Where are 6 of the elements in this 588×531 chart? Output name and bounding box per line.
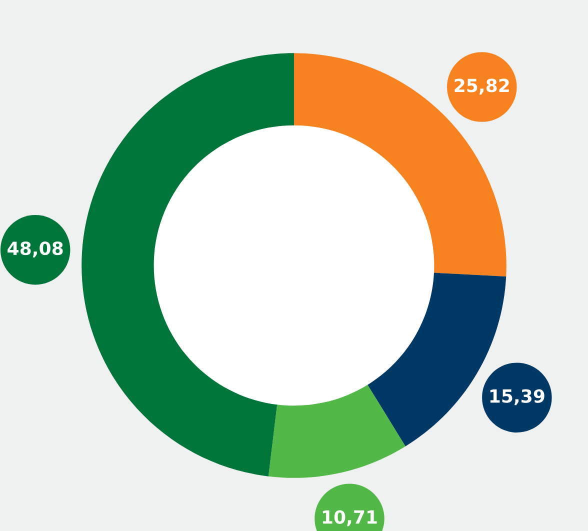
data-label: 10,71 [322, 510, 377, 526]
donut-slice [268, 384, 406, 478]
data-label: 25,82 [454, 78, 509, 95]
data-label: 15,39 [490, 389, 544, 406]
data-label: 48,08 [8, 241, 63, 258]
donut-slice [82, 53, 294, 476]
